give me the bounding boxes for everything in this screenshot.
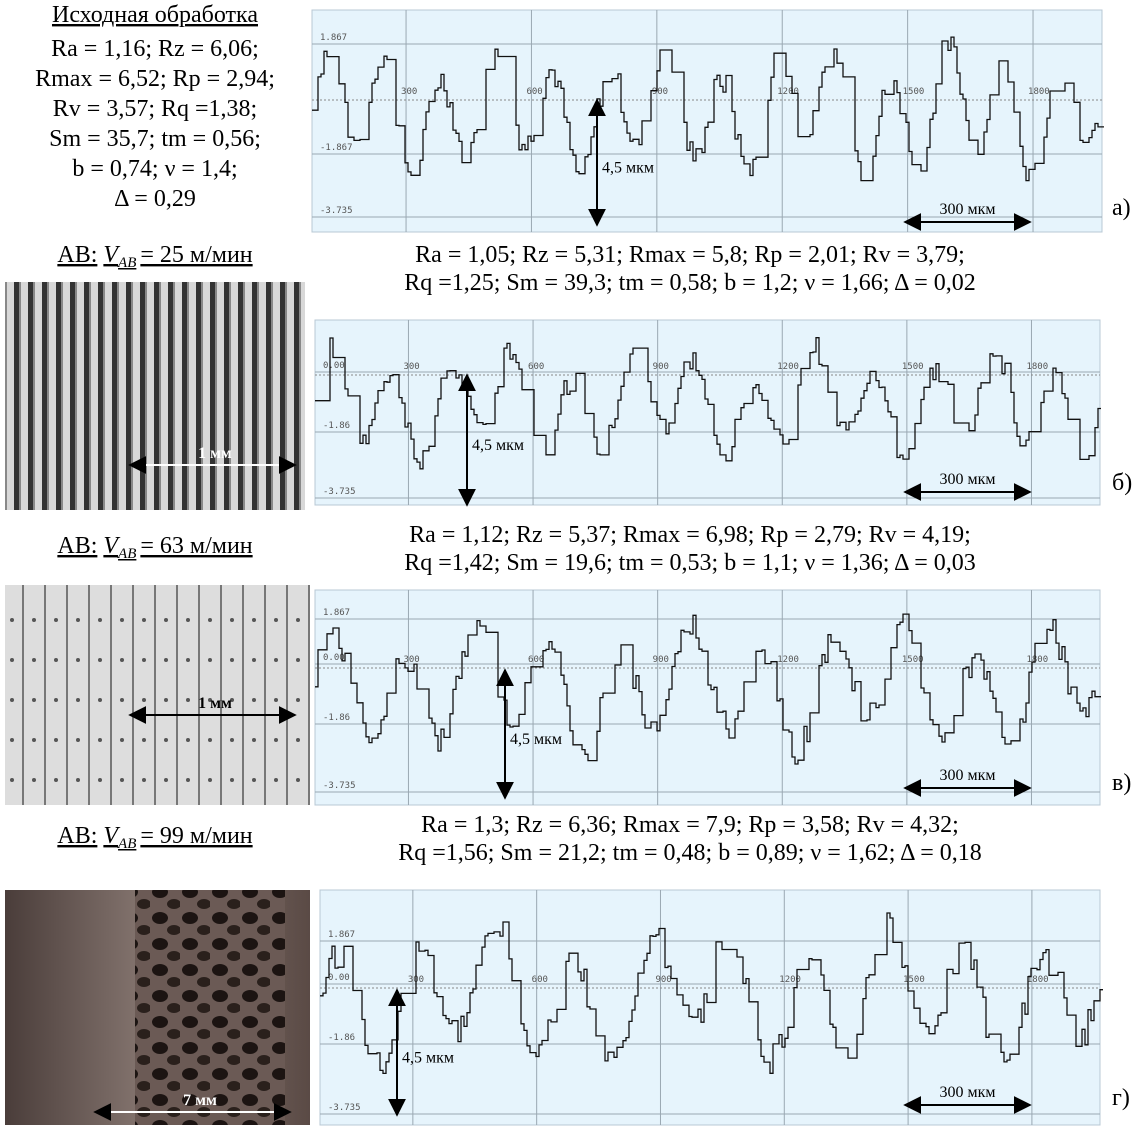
heading-rest: = 63 м/мин [140,533,252,559]
param-line: Ra = 1,05; Rz = 5,31; Rmax = 5,8; Rp = 2… [415,242,965,268]
heading-sub: AB [117,546,136,562]
scale-label: 300 мкм [939,1084,995,1101]
y-axis-label: 0.00 [323,361,345,371]
heading-prefix: АВ: [57,533,97,559]
panel: АВ: VAB = 25 м/мин Ra = 1,05; Rz = 5,31; Rm… [5,242,1132,510]
x-axis-label: 1800 [1028,87,1050,97]
x-axis-label: 1800 [1026,362,1048,372]
x-axis-label: 1800 [1027,975,1049,985]
profile-trace [312,36,1104,182]
y-axis-label: 0.00 [323,653,345,663]
heading-var: V [103,533,120,559]
depth-label: 4,5 мкм [510,731,562,748]
y-axis-label: -3.735 [323,781,356,791]
depth-label: 4,5 мкм [402,1050,454,1067]
heading-sub: AB [117,836,136,852]
x-axis-label: 300 [403,362,419,372]
param-line: Sm = 35,7; tm = 0,56; [49,126,261,152]
param-line: Rmax = 6,52; Rp = 2,94; [35,66,275,92]
x-axis-label: 600 [528,362,544,372]
panel-letter: а) [1112,195,1131,221]
heading-prefix: АВ: [57,242,97,268]
param-line: Rq =1,25; Sm = 39,3; tm = 0,58; b = 1,2;… [404,270,976,296]
photo-scale-label: 1 мм [198,695,232,712]
panel-letter: в) [1112,770,1131,796]
photo-scale-label: 7 мм [183,1092,217,1109]
x-axis-label: 300 [403,655,419,665]
x-axis-label: 900 [652,87,668,97]
depth-label: 4,5 мкм [602,160,654,177]
panel-heading: АВ: VAB = 25 м/мин [57,242,252,271]
scale-label: 300 мкм [939,471,995,488]
x-axis-label: 600 [526,87,542,97]
profile-chart [311,9,1103,233]
panel-heading: Исходная обработка [52,2,258,28]
y-axis-label: -3.735 [328,1103,361,1113]
profile-chart [314,589,1101,806]
x-axis-label: 900 [653,655,669,665]
panel-heading: АВ: VAB = 99 м/мин [57,823,252,852]
x-axis-label: 1500 [902,362,924,372]
heading-rest: = 99 м/мин [140,823,252,849]
scale-label: 300 мкм [939,201,995,218]
param-line: Ra = 1,3; Rz = 6,36; Rmax = 7,9; Rp = 3,… [421,812,959,838]
y-axis-label: 1.867 [328,930,355,940]
x-axis-label: 1200 [777,655,799,665]
x-axis-label: 1500 [903,87,925,97]
x-axis-label: 1800 [1026,655,1048,665]
treated-zone [135,890,285,1125]
profile-trace [320,912,1103,1075]
profile-chart [319,889,1101,1126]
panel: АВ: VAB = 63 м/мин Ra = 1,12; Rz = 5,37; Rm… [5,522,1131,806]
param-line: Ra = 1,16; Rz = 6,06; [51,36,259,62]
x-axis-label: 900 [653,362,669,372]
panel: Исходная обработка Ra = 1,16; Rz = 6,06; R… [35,2,1131,233]
depth-label: 4,5 мкм [472,437,524,454]
surface-photo [5,585,310,805]
panel-letter: б) [1112,470,1132,496]
param-line: Rv = 3,57; Rq =1,38; [53,96,257,122]
param-line: Rq =1,56; Sm = 21,2; tm = 0,48; b = 0,89… [398,840,982,866]
photo-scale-label: 1 мм [198,445,232,462]
y-axis-label: -3.735 [323,487,356,497]
heading-var: V [103,823,120,849]
profile-trace [315,613,1101,765]
panel-heading: АВ: VAB = 63 м/мин [57,533,252,562]
profile-chart [314,319,1101,506]
y-axis-label: 0.00 [328,973,350,983]
y-axis-label: -1.867 [320,143,353,153]
y-axis-label: -1.86 [323,421,350,431]
panel: АВ: VAB = 99 м/мин Ra = 1,3; Rz = 6,36; Rma… [5,812,1130,1126]
heading-prefix: АВ: [57,823,97,849]
param-line: Ra = 1,12; Rz = 5,37; Rmax = 6,98; Rp = … [409,522,971,548]
x-axis-label: 1500 [902,655,924,665]
panel-letter: г) [1112,1085,1130,1111]
heading-var: V [103,242,120,268]
profile-trace [315,337,1101,470]
x-axis-label: 1500 [903,975,925,985]
x-axis-label: 1200 [777,87,799,97]
param-line: Rq =1,42; Sm = 19,6; tm = 0,53; b = 1,1;… [404,550,976,576]
x-axis-label: 600 [532,975,548,985]
heading-rest: = 25 м/мин [140,242,252,268]
param-line: b = 0,74; ν = 1,4; [72,156,237,182]
x-axis-label: 900 [655,975,671,985]
y-axis-label: -1.86 [328,1033,355,1043]
x-axis-label: 600 [528,655,544,665]
x-axis-label: 1200 [777,362,799,372]
y-axis-label: 1.867 [323,608,350,618]
surface-photo [5,282,305,510]
x-axis-label: 300 [401,87,417,97]
param-line: Δ = 0,29 [114,186,196,212]
heading-sub: AB [117,255,136,271]
y-axis-label: -3.735 [320,206,353,216]
y-axis-label: 1.867 [320,33,347,43]
scale-label: 300 мкм [939,767,995,784]
x-axis-label: 1200 [779,975,801,985]
y-axis-label: -1.86 [323,713,350,723]
